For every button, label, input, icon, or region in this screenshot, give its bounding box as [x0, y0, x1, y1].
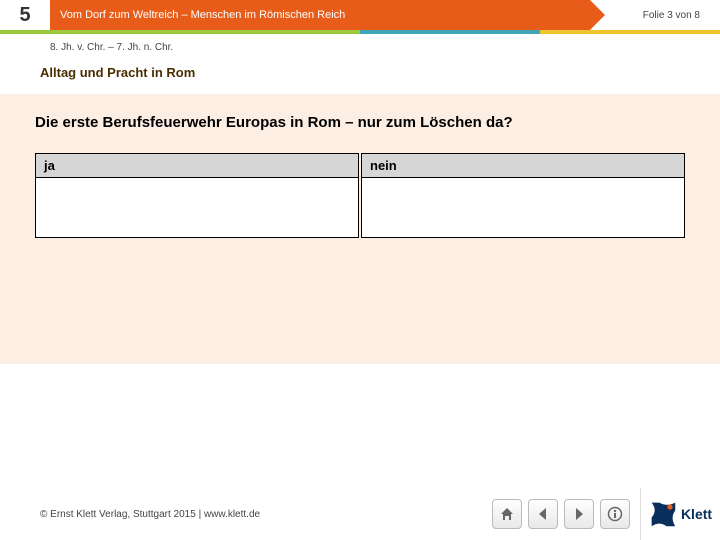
accent-stripe [0, 30, 720, 34]
home-icon [499, 506, 515, 522]
klett-logo-icon [649, 500, 677, 528]
info-icon [607, 506, 623, 522]
table-column-ja: ja [35, 153, 359, 238]
prev-button[interactable] [528, 499, 558, 529]
chapter-title-bar: Vom Dorf zum Weltreich – Menschen im Röm… [50, 0, 590, 30]
footer: © Ernst Klett Verlag, Stuttgart 2015 | w… [0, 488, 720, 540]
page-indicator: Folie 3 von 8 [590, 0, 720, 30]
answer-cell-ja[interactable] [35, 178, 359, 238]
table-column-nein: nein [361, 153, 685, 238]
content-area: Die erste Berufsfeuerwehr Europas in Rom… [0, 94, 720, 364]
prev-icon [535, 506, 551, 522]
chapter-title: Vom Dorf zum Weltreich – Menschen im Röm… [60, 9, 345, 21]
next-button[interactable] [564, 499, 594, 529]
question-text: Die erste Berufsfeuerwehr Europas in Rom… [35, 114, 685, 131]
chapter-number: 5 [0, 0, 50, 30]
nav-controls [492, 499, 630, 529]
section-title: Alltag und Pracht in Rom [0, 65, 720, 80]
klett-logo-text: Klett [681, 506, 712, 522]
date-range: 8. Jh. v. Chr. – 7. Jh. n. Chr. [0, 34, 720, 65]
home-button[interactable] [492, 499, 522, 529]
copyright-text: © Ernst Klett Verlag, Stuttgart 2015 | w… [40, 509, 260, 520]
publisher-logo: Klett [640, 488, 720, 540]
answer-cell-nein[interactable] [361, 178, 685, 238]
column-header: ja [35, 153, 359, 178]
info-button[interactable] [600, 499, 630, 529]
column-header: nein [361, 153, 685, 178]
answer-table: ja nein [35, 153, 685, 238]
next-icon [571, 506, 587, 522]
header-bar: 5 Vom Dorf zum Weltreich – Menschen im R… [0, 0, 720, 30]
